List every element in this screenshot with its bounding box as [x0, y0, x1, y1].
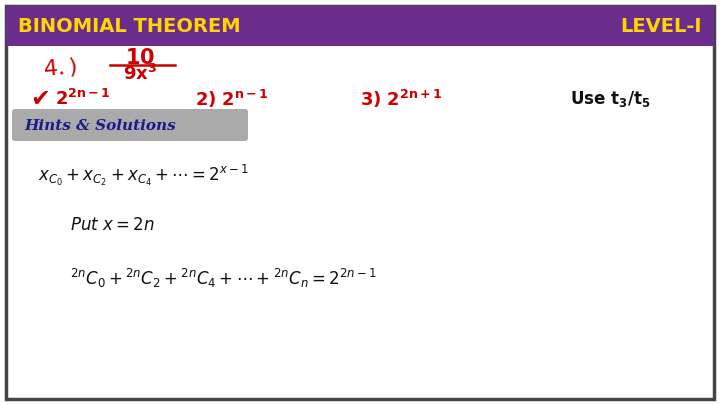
- Bar: [6, 6, 714, 46]
- Text: $^{2n}C_0 + {}^{2n}C_2 + {}^{2n}C_4 + \cdots + {}^{2n}C_n = 2^{2n-1}$: $^{2n}C_0 + {}^{2n}C_2 + {}^{2n}C_4 + \c…: [70, 266, 377, 290]
- Text: ✔: ✔: [30, 87, 50, 111]
- Text: $x_{C_0} + x_{C_2} + x_{C_4} + \cdots = 2^{x-1}$: $x_{C_0} + x_{C_2} + x_{C_4} + \cdots = …: [38, 162, 249, 188]
- Text: $\mathbf{2^{2n-1}}$: $\mathbf{2^{2n-1}}$: [55, 89, 111, 109]
- Text: LEVEL-I: LEVEL-I: [621, 17, 702, 36]
- Text: $\mathbf{9x^3}$: $\mathbf{9x^3}$: [123, 64, 157, 84]
- Text: $\mathit{4.)}$: $\mathit{4.)}$: [42, 55, 78, 81]
- Text: Use $\mathbf{t_3/t_5}$: Use $\mathbf{t_3/t_5}$: [570, 89, 651, 109]
- Text: $\mathbf{10}$: $\mathbf{10}$: [125, 48, 155, 68]
- Text: $\mathbf{2)\ 2^{n-1}}$: $\mathbf{2)\ 2^{n-1}}$: [195, 88, 269, 110]
- Text: Hints & Solutions: Hints & Solutions: [24, 119, 176, 133]
- Text: BINOMIAL THEOREM: BINOMIAL THEOREM: [18, 17, 240, 36]
- FancyBboxPatch shape: [12, 109, 248, 141]
- Text: $\mathbf{3)\ 2^{2n+1}}$: $\mathbf{3)\ 2^{2n+1}}$: [360, 88, 442, 110]
- Text: $\mathit{Put}\ x = 2n$: $\mathit{Put}\ x = 2n$: [70, 217, 155, 234]
